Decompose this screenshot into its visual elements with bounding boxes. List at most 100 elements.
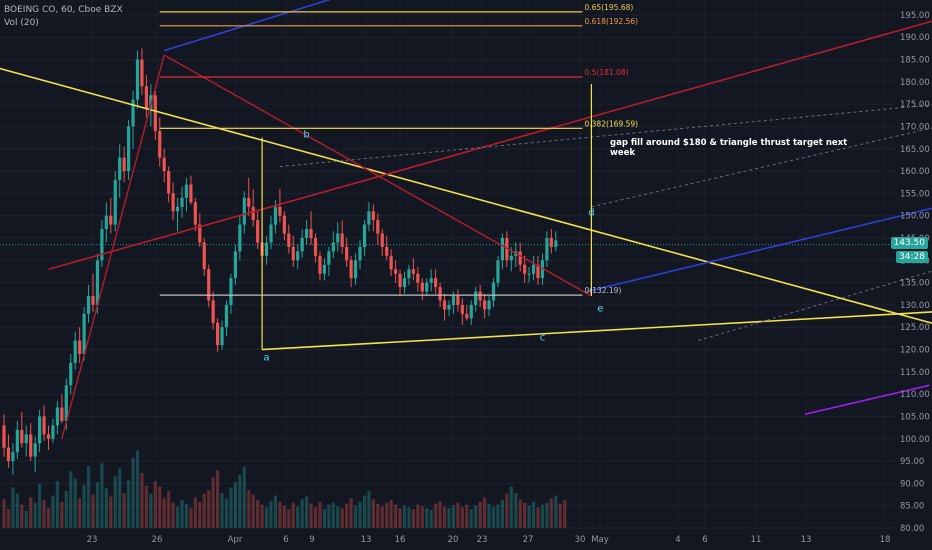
y-tick-label: 120.00: [900, 346, 930, 356]
y-tick-label: 195.00: [900, 11, 930, 21]
volume-bar: [260, 504, 264, 528]
candle-body: [264, 242, 269, 256]
y-tick-label: 150.00: [900, 212, 930, 222]
price-axis[interactable]: 80.00 85.00 90.00 95.00 100.00 105.00 110.00 11…: [900, 11, 930, 534]
candle-body: [402, 278, 407, 288]
volume-bar: [505, 493, 509, 528]
candle-body: [296, 251, 300, 261]
volume-bar: [256, 500, 260, 528]
y-tick-label: 180.00: [900, 78, 930, 88]
x-tick-label: 18: [880, 535, 891, 545]
x-tick-label: 23: [477, 535, 488, 545]
candle-body: [389, 255, 393, 270]
wave-label-a: a: [263, 353, 269, 364]
fib-level-label: 0.65(195.68): [585, 3, 634, 12]
volume-bar: [376, 503, 380, 528]
x-tick-label: 26: [152, 535, 163, 545]
volume-bar: [531, 501, 536, 528]
fib-level-label: 0.618(192.56): [585, 17, 639, 26]
candle-body: [282, 215, 286, 234]
candle-body: [86, 296, 91, 314]
fib-level-label: 0(132.19): [585, 286, 622, 295]
volume-bar: [184, 503, 189, 528]
volume-bar: [491, 506, 496, 528]
dashed-projection-2: [591, 127, 932, 208]
x-tick-label: 20: [448, 535, 459, 545]
candle-body: [113, 180, 117, 225]
volume-bar: [15, 493, 19, 528]
candle-body: [78, 340, 82, 354]
candle-body: [394, 269, 398, 274]
volume-bar: [358, 501, 362, 528]
candle-body: [211, 300, 215, 323]
volume-indicator-label[interactable]: Vol (20): [4, 18, 39, 28]
candle-body: [518, 251, 522, 265]
candle-body: [385, 246, 389, 256]
volume-bar: [158, 486, 162, 528]
candle-body: [327, 251, 331, 265]
y-tick-label: 155.00: [900, 189, 930, 199]
y-tick-label: 125.00: [900, 323, 930, 333]
candle-body: [318, 255, 322, 274]
x-tick-label: 27: [523, 535, 534, 545]
x-tick-label: 13: [361, 535, 372, 545]
candle-body: [331, 242, 335, 252]
volume-bar: [425, 508, 429, 528]
volume-bar: [305, 496, 309, 528]
volume-bar: [549, 498, 553, 528]
volume-bar: [385, 502, 389, 528]
volume-bar: [207, 490, 211, 528]
volume-bar: [220, 492, 224, 528]
chart-legend: BOEING CO, 60, Cboe BZX Vol (20): [4, 4, 123, 30]
volume-bar: [238, 474, 242, 528]
y-tick-label: 100.00: [900, 435, 930, 445]
volume-bar: [438, 501, 442, 528]
candle-body: [104, 215, 108, 230]
volume-bar: [474, 505, 478, 528]
y-tick-label: 175.00: [900, 100, 930, 110]
fib-levels: 0.65(195.68) 0.618(192.56) 0.5(181.08) 0.38…: [159, 3, 847, 296]
volume-bar: [55, 481, 59, 528]
volume-bar: [345, 503, 349, 528]
x-tick-label: Apr: [228, 535, 243, 545]
candle-body: [353, 260, 358, 279]
volume-bar: [180, 500, 184, 528]
candle-body: [505, 238, 509, 261]
candle-body: [460, 304, 464, 314]
wave-label-c: c: [540, 333, 546, 344]
candle-body: [540, 260, 545, 279]
volume-bar: [153, 481, 157, 528]
trendline-drawings: [0, 0, 932, 439]
y-tick-label: 80.00: [900, 524, 924, 534]
volume-bar: [273, 495, 278, 528]
y-tick-label: 185.00: [900, 56, 930, 66]
x-tick-label: 11: [751, 535, 762, 545]
candle-body: [256, 220, 260, 243]
volume-bar: [118, 468, 122, 528]
volume-bar: [2, 499, 6, 528]
candle-body: [287, 233, 291, 247]
volume-bar: [264, 507, 269, 528]
volume-bar: [296, 506, 300, 528]
candle-body: [184, 184, 189, 198]
time-axis[interactable]: 23 26 Apr 6 9 13 16 20 23 27 30 May 4 6 11 13 18: [87, 535, 891, 545]
candle-body: [434, 278, 438, 288]
candle-body: [180, 197, 184, 207]
candle-body: [456, 296, 460, 305]
volume-bar: [269, 501, 273, 528]
volume-bar: [224, 498, 229, 528]
wave-label-e: e: [597, 304, 603, 315]
candle-body: [238, 224, 242, 252]
volume-bar: [554, 495, 558, 528]
x-tick-label: 6: [702, 535, 707, 545]
volume-bar: [447, 508, 451, 528]
symbol-title[interactable]: BOEING CO, 60, Cboe BZX: [4, 5, 123, 15]
candle-body: [144, 86, 148, 109]
volume-bar: [211, 477, 215, 528]
volume-bar: [175, 506, 180, 528]
candle-body: [216, 322, 220, 346]
volume-bar: [20, 504, 24, 528]
candle-body: [300, 238, 304, 252]
